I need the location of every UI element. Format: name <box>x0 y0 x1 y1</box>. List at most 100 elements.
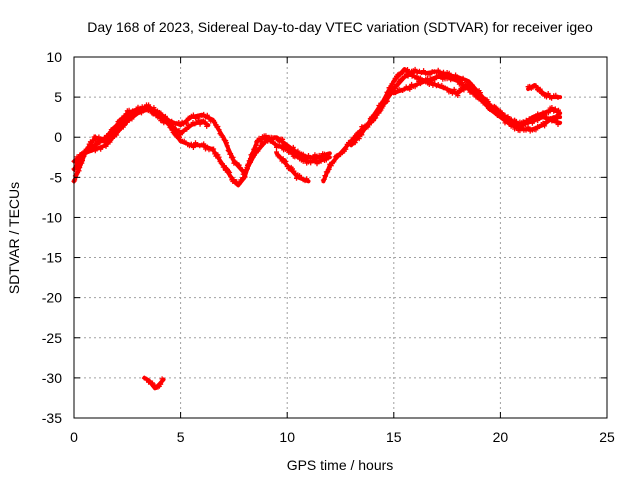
data-point-marker <box>316 155 331 165</box>
data-point-marker <box>455 78 470 90</box>
data-point-marker <box>188 117 203 128</box>
data-point-marker <box>295 172 310 184</box>
data-point-marker <box>540 115 555 129</box>
y-tick-label: 0 <box>54 129 62 145</box>
series-outlier <box>141 375 166 391</box>
data-point-marker <box>210 146 225 167</box>
x-tick-label: 15 <box>386 429 402 445</box>
y-tick-label: -35 <box>42 410 62 426</box>
data-point-marker <box>156 376 165 389</box>
data-point-marker <box>525 83 536 91</box>
y-tick-label: -30 <box>42 370 62 386</box>
data-point-marker <box>220 134 236 161</box>
data-point-marker <box>540 91 553 100</box>
y-tick-label: -15 <box>42 250 62 266</box>
y-tick-label: -25 <box>42 330 62 346</box>
y-tick-label: 10 <box>46 49 62 65</box>
data-point-marker <box>124 110 139 125</box>
data-point-marker <box>359 114 374 138</box>
x-axis-title: GPS time / hours <box>287 457 394 473</box>
data-point-marker <box>465 85 481 101</box>
data-point-marker <box>316 151 331 159</box>
data-point-marker <box>529 122 544 133</box>
y-tick-label: -20 <box>42 290 62 306</box>
x-tick-label: 25 <box>599 429 615 445</box>
data-point-marker <box>551 112 561 122</box>
data-point-marker <box>508 116 523 128</box>
series-track-g <box>391 72 563 130</box>
data-point-marker <box>444 86 459 97</box>
data-point-marker <box>114 111 129 128</box>
x-tick-label: 20 <box>493 429 509 445</box>
data-point-marker <box>380 81 396 105</box>
data-point-marker <box>551 106 561 115</box>
data-point-marker <box>114 118 129 138</box>
data-point-marker <box>444 74 459 83</box>
data-point-marker <box>82 146 96 155</box>
data-point-marker <box>199 141 214 153</box>
data-point-marker <box>391 69 406 84</box>
data-point-marker <box>141 375 149 382</box>
x-tick-label: 5 <box>177 429 185 445</box>
data-point-marker <box>412 78 427 90</box>
data-point-marker <box>188 112 203 121</box>
data-point-marker <box>199 118 210 129</box>
grid <box>74 57 607 418</box>
data-point-marker <box>199 111 214 124</box>
series-track-h <box>525 83 563 101</box>
data-point-marker <box>92 142 107 154</box>
x-tick-label: 0 <box>70 429 78 445</box>
data-point-marker <box>103 125 118 142</box>
data-point-marker <box>178 115 193 127</box>
y-tick-label: -5 <box>50 169 63 185</box>
data-point-marker <box>433 82 448 91</box>
data-point-marker <box>220 163 236 184</box>
data-point-marker <box>529 111 544 122</box>
series-track-d <box>274 149 311 184</box>
y-tick-label: -10 <box>42 209 62 225</box>
data-point-marker <box>231 159 246 177</box>
data-point-marker <box>152 383 161 390</box>
data-point-marker <box>252 140 267 155</box>
data-point-marker <box>178 122 193 138</box>
series-track-b <box>71 102 332 178</box>
data-point-marker <box>423 76 438 85</box>
data-point-marker <box>338 140 353 158</box>
data-point-marker <box>412 66 427 75</box>
data-point-marker <box>497 110 512 123</box>
data-point-marker <box>188 140 203 150</box>
data-layer <box>71 66 563 391</box>
data-point-marker <box>476 96 491 108</box>
data-point-marker <box>320 166 332 183</box>
data-point-marker <box>284 144 299 156</box>
data-point-marker <box>242 152 257 178</box>
data-point-marker <box>92 134 107 146</box>
chart-title: Day 168 of 2023, Sidereal Day-to-day VTE… <box>87 19 593 35</box>
series-track-c <box>71 105 211 165</box>
data-point-marker <box>391 76 406 91</box>
data-point-marker <box>274 149 289 164</box>
data-point-marker <box>444 70 459 80</box>
data-point-marker <box>402 67 417 79</box>
data-point-marker <box>210 117 225 139</box>
plot-frame <box>73 56 608 419</box>
data-point-marker <box>284 164 299 181</box>
data-point-marker <box>391 86 406 96</box>
data-point-marker <box>156 112 171 126</box>
data-point-marker <box>146 106 161 120</box>
data-point-marker <box>540 105 555 118</box>
axis-ticks: 0 5 10 15 20 25 -35 -30 -25 -20 -15 -10 -5 0 5 10 <box>42 49 615 445</box>
data-point-marker <box>178 137 192 149</box>
data-point-marker <box>532 83 545 96</box>
data-point-marker <box>295 148 310 161</box>
data-point-marker <box>549 92 561 101</box>
data-point-marker <box>370 100 385 120</box>
data-point-marker <box>348 130 363 147</box>
data-point-marker <box>508 122 523 134</box>
data-point-marker <box>167 124 182 135</box>
y-axis-title: SDTVAR / TECUs <box>6 182 22 294</box>
data-point-marker <box>135 105 150 116</box>
y-tick-label: 5 <box>54 89 62 105</box>
x-tick-label: 10 <box>279 429 295 445</box>
